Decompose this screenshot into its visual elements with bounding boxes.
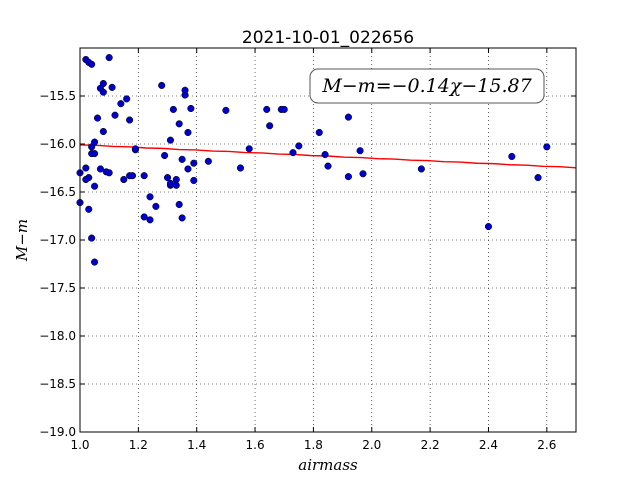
fit-equation-frame bbox=[309, 68, 545, 104]
x-axis-label: airmass bbox=[298, 456, 358, 474]
data-point bbox=[172, 181, 180, 189]
data-point bbox=[321, 151, 329, 159]
data-point bbox=[315, 128, 323, 137]
data-point bbox=[344, 173, 352, 181]
data-point bbox=[508, 152, 516, 161]
x-tick-label: 1.4 bbox=[187, 438, 206, 452]
data-point bbox=[359, 170, 367, 178]
x-tick-label: 2.4 bbox=[479, 438, 498, 452]
data-point bbox=[120, 175, 128, 184]
y-tick-label: −15.5 bbox=[39, 89, 76, 103]
y-tick-label: −19.0 bbox=[39, 425, 76, 439]
data-point bbox=[128, 172, 137, 180]
data-point bbox=[126, 116, 134, 124]
x-tick-label: 1.0 bbox=[70, 438, 89, 452]
x-tick-label: 2.0 bbox=[362, 438, 381, 452]
data-point bbox=[140, 213, 148, 221]
data-point bbox=[111, 111, 119, 119]
data-point bbox=[184, 128, 192, 137]
data-point bbox=[280, 105, 288, 113]
y-tick-label: −18.0 bbox=[39, 329, 76, 343]
x-tick-label: 2.2 bbox=[421, 438, 440, 452]
data-point bbox=[140, 172, 148, 180]
data-point bbox=[91, 258, 99, 266]
grid bbox=[79, 48, 576, 433]
data-point bbox=[146, 193, 154, 201]
data-point bbox=[152, 202, 160, 210]
data-point bbox=[236, 164, 245, 172]
x-tick-label: 1.6 bbox=[246, 438, 265, 452]
data-point bbox=[82, 175, 90, 184]
data-point bbox=[344, 113, 352, 121]
y-tick-label: −17.0 bbox=[39, 233, 76, 247]
data-point bbox=[117, 100, 125, 108]
data-point bbox=[96, 165, 104, 173]
fit-equation: M−m=−0.14χ−15.87 bbox=[321, 75, 532, 97]
data-point bbox=[99, 88, 107, 96]
y-tick-label: −18.5 bbox=[39, 377, 76, 391]
data-point bbox=[484, 223, 493, 231]
data-point bbox=[534, 174, 542, 182]
x-tick-label: 1.2 bbox=[129, 438, 148, 452]
y-tick-label: −16.5 bbox=[39, 185, 76, 199]
data-point bbox=[88, 234, 96, 242]
data-point bbox=[158, 81, 166, 89]
data-point bbox=[187, 104, 195, 113]
data-point bbox=[163, 174, 172, 182]
data-point bbox=[99, 127, 107, 136]
data-point bbox=[146, 216, 154, 224]
data-point bbox=[105, 54, 113, 62]
data-point bbox=[131, 145, 139, 153]
data-point bbox=[91, 138, 99, 146]
data-point bbox=[85, 205, 93, 213]
data-point bbox=[190, 176, 198, 185]
data-point bbox=[91, 182, 99, 190]
data-point bbox=[266, 122, 274, 130]
data-point bbox=[82, 164, 90, 172]
fit-equation-box: M−m=−0.14χ−15.87 bbox=[309, 68, 545, 104]
data-point bbox=[289, 149, 297, 157]
x-tick-label: 1.8 bbox=[304, 438, 323, 452]
data-point bbox=[204, 157, 212, 165]
data-point bbox=[245, 145, 253, 153]
data-point bbox=[169, 105, 177, 113]
data-point bbox=[417, 165, 425, 173]
data-point bbox=[99, 79, 107, 88]
chart-title: 2021-10-01_022656 bbox=[242, 28, 414, 48]
data-point bbox=[295, 142, 303, 150]
data-point bbox=[178, 214, 186, 222]
data-point bbox=[178, 155, 186, 163]
data-point bbox=[184, 165, 192, 173]
data-point bbox=[175, 120, 183, 128]
data-point bbox=[356, 147, 364, 155]
data-point bbox=[88, 60, 96, 68]
axis-ticks: 1.0 1.2 1.4 1.6 1.8 2.0 2.2 2.4 2.6 −15.5 −16.0 −16… bbox=[39, 48, 576, 452]
data-point bbox=[181, 91, 189, 99]
data-point bbox=[108, 83, 116, 91]
data-points bbox=[76, 54, 551, 266]
data-point bbox=[93, 114, 102, 122]
data-point bbox=[190, 159, 198, 167]
data-point bbox=[166, 136, 174, 144]
data-point bbox=[91, 150, 99, 158]
data-point bbox=[105, 169, 113, 177]
data-point bbox=[175, 200, 183, 209]
data-point bbox=[324, 162, 332, 170]
data-point bbox=[123, 95, 131, 103]
data-point bbox=[222, 106, 230, 114]
data-point bbox=[263, 105, 271, 113]
y-axis-label: M−m bbox=[13, 219, 31, 262]
data-point bbox=[543, 143, 551, 151]
data-point bbox=[161, 151, 169, 160]
y-tick-label: −17.5 bbox=[39, 281, 76, 295]
x-tick-label: 2.6 bbox=[537, 438, 556, 452]
y-tick-label: −16.0 bbox=[39, 137, 76, 151]
